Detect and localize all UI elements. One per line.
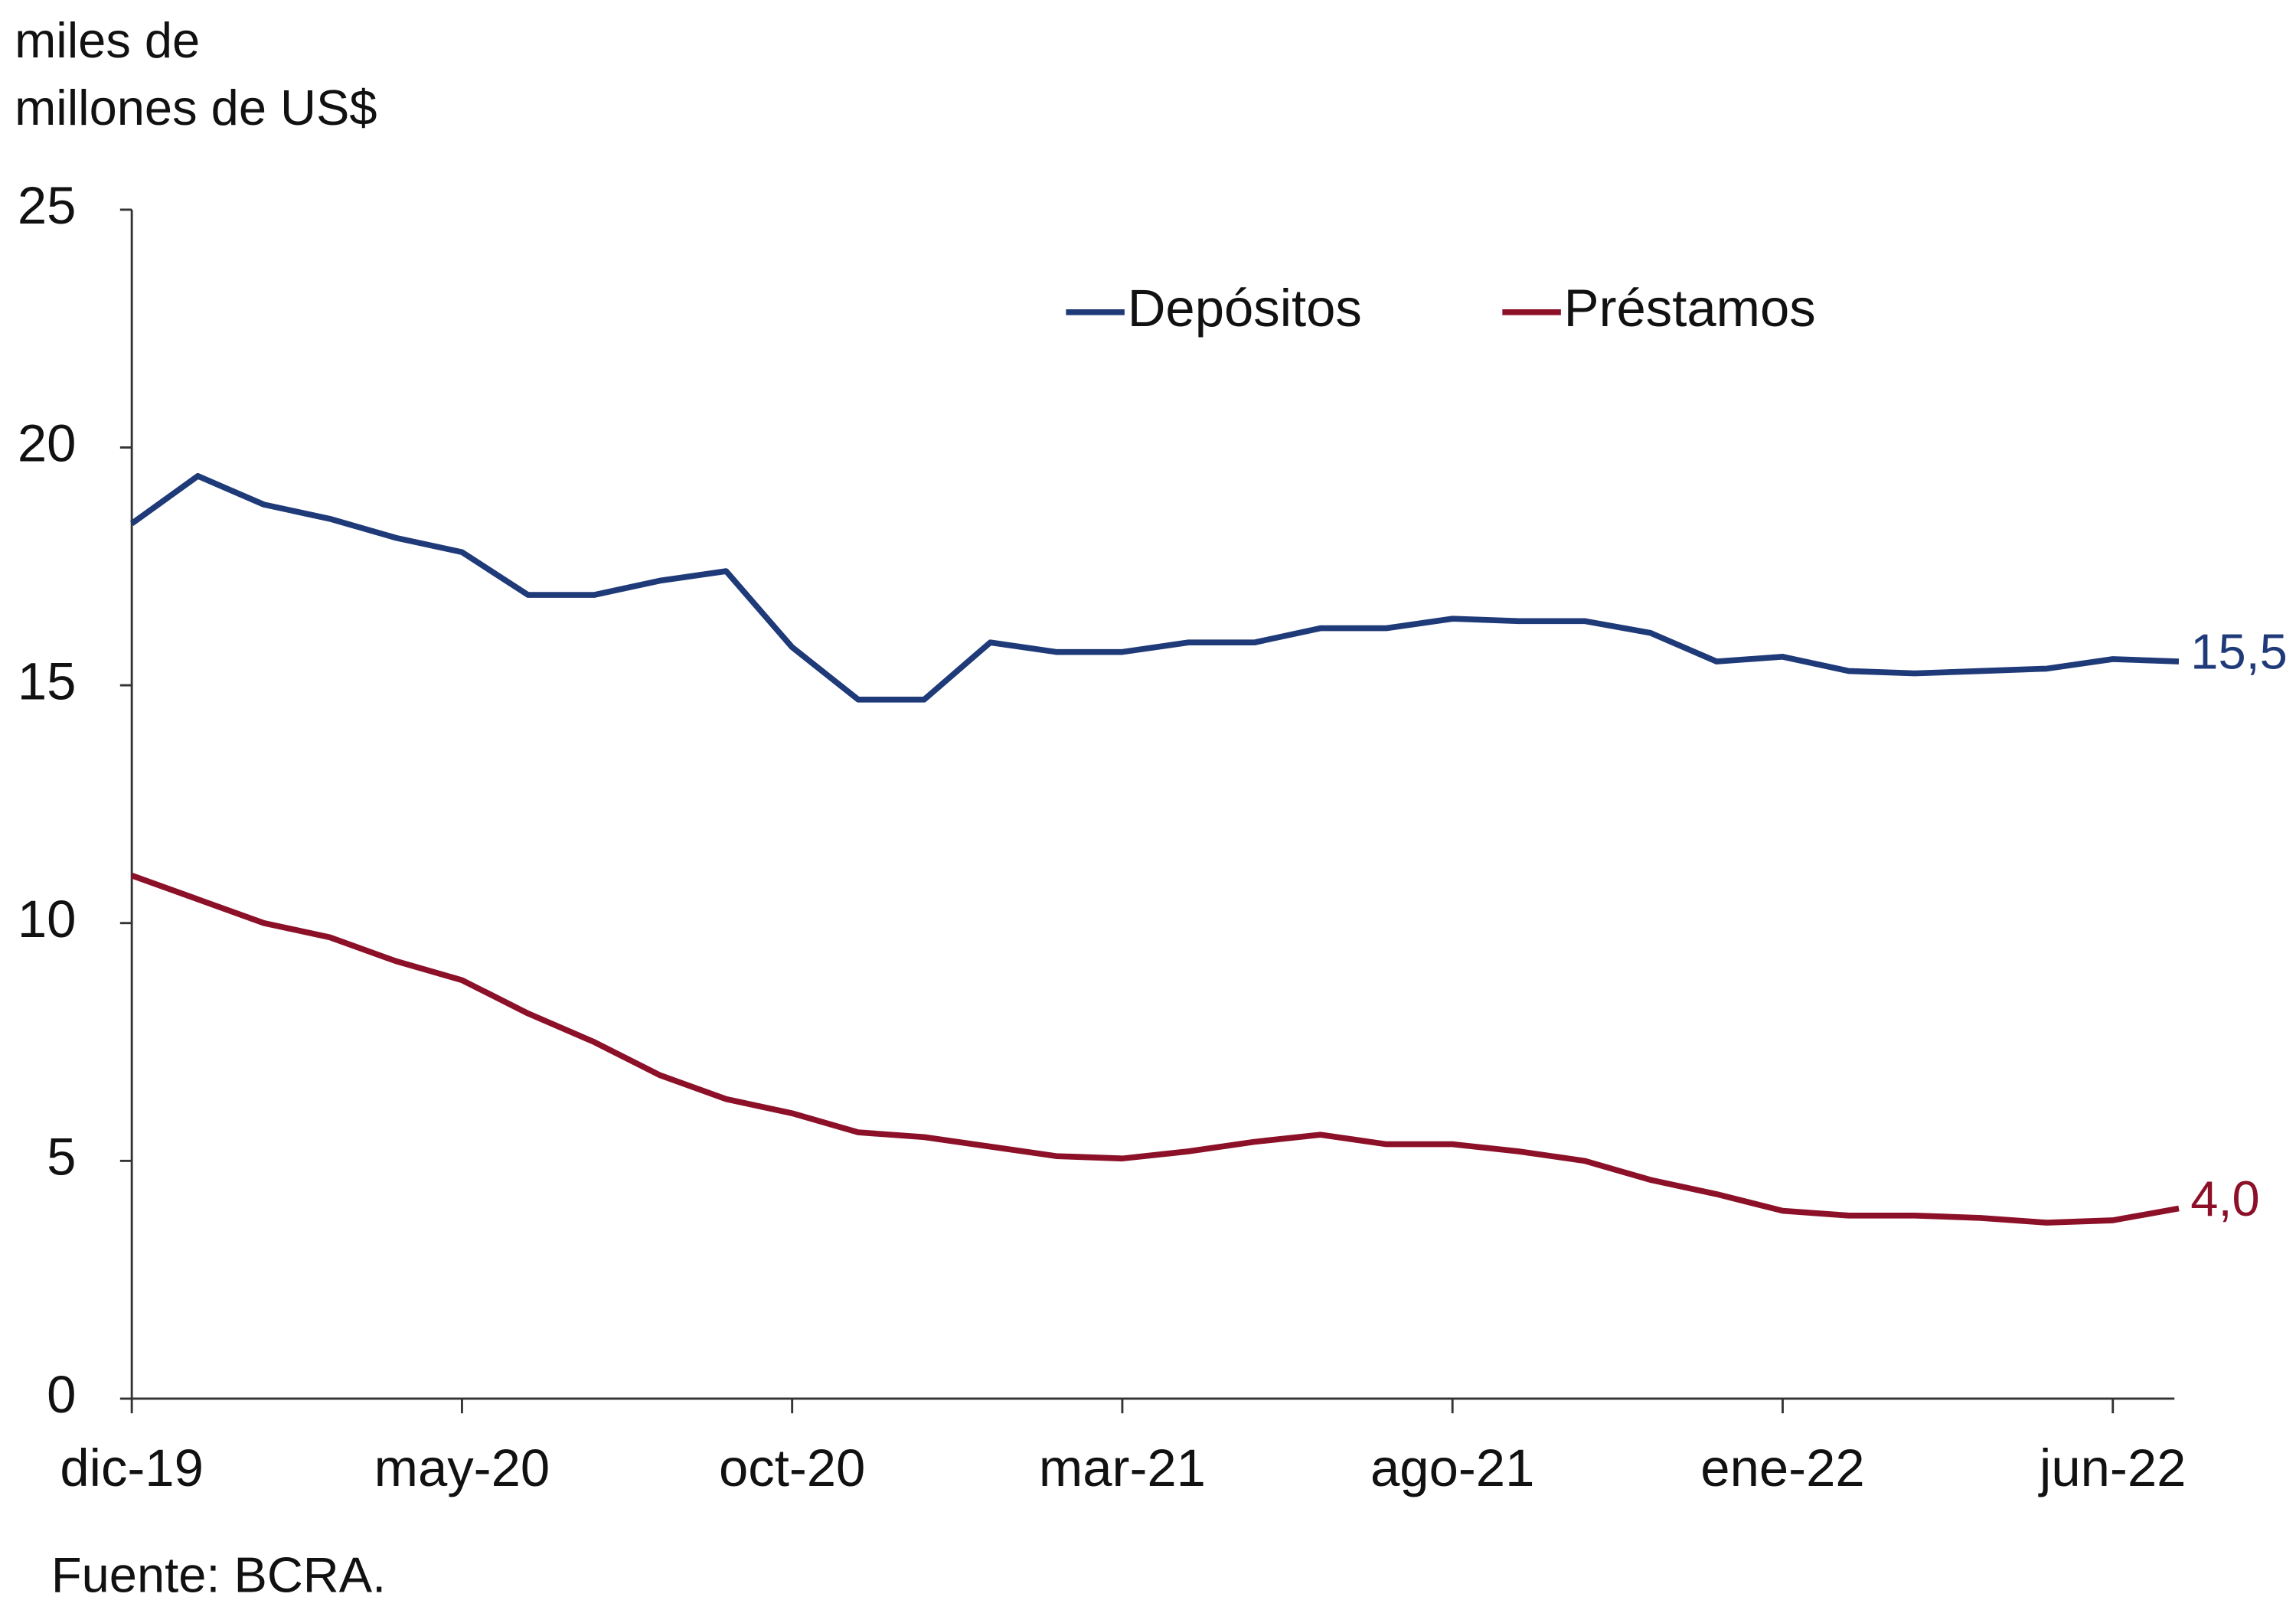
x-tick-label: ago-21 <box>1370 1438 1534 1497</box>
y-tick-label: 25 <box>18 176 77 235</box>
y-axis-label: millones de US$ <box>15 80 377 136</box>
y-tick-label: 15 <box>18 651 77 710</box>
line-series <box>129 472 2180 703</box>
legend-label: Préstamos <box>1564 279 1816 338</box>
legend-label: Depósitos <box>1128 279 1362 338</box>
value-label: 4,0 <box>2190 1171 2259 1226</box>
value-label: 15,5 <box>2190 624 2288 680</box>
x-tick-label: jun-22 <box>2038 1438 2186 1497</box>
x-tick-label: oct-20 <box>719 1438 865 1497</box>
source: Fuente: BCRA. <box>51 1546 386 1602</box>
x-tick-label: mar-21 <box>1039 1438 1206 1497</box>
x-tick-label: may-20 <box>374 1438 550 1497</box>
y-tick-label: 5 <box>47 1128 76 1187</box>
y-tick-label: 20 <box>18 414 77 473</box>
x-tick-label: dic-19 <box>60 1438 204 1497</box>
y-axis-label: miles de <box>15 12 200 68</box>
line-series <box>130 873 2180 1226</box>
y-tick-label: 0 <box>47 1365 76 1424</box>
y-tick-label: 10 <box>18 890 77 949</box>
x-tick-label: ene-22 <box>1700 1438 1864 1497</box>
